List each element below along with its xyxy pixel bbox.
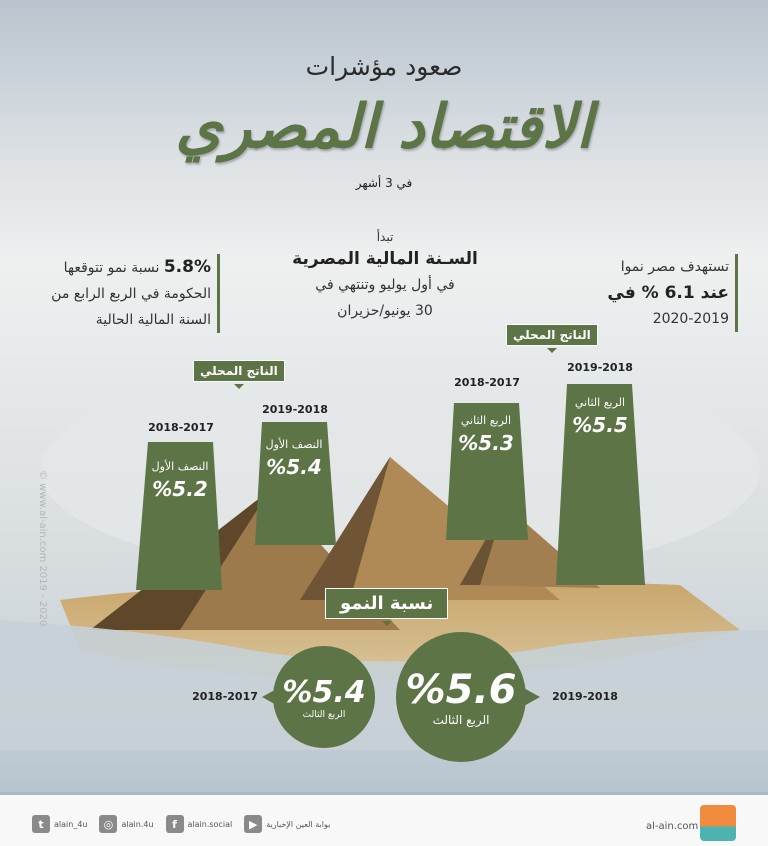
forecast-value: 5.8% — [163, 257, 211, 277]
twitter-link[interactable]: t alain_4u — [32, 815, 87, 833]
info-forecast: 5.8% نسبة نمو تتوقعها الحكومة في الربع ا… — [30, 254, 220, 333]
forecast-line2: الحكومة في الربع الرابع من — [51, 286, 211, 302]
bar-4 — [556, 384, 645, 585]
bar-4-text: الربع الثاني %5.5 — [572, 396, 628, 437]
bar-3 — [446, 403, 528, 540]
instagram-icon: ◎ — [99, 815, 118, 833]
bar-2 — [255, 422, 336, 545]
instagram-link[interactable]: ◎ alain.4u — [99, 815, 154, 833]
fiscal-line2: 30 يونيو/حزيران — [337, 303, 433, 319]
bar-3-text: الربع الثاني %5.3 — [458, 414, 514, 455]
fiscal-line1: في أول يوليو وتنتهي في — [315, 277, 455, 293]
footer: t alain_4u ◎ alain.4u f alain.social ▶ بوابة… — [0, 792, 768, 846]
growth-tag: نسبة النمو — [325, 588, 449, 626]
growth-small-year: 2018-2017 — [192, 690, 258, 703]
info-target: تستهدف مصر نموا عند 6.1 % في 2020-2019 — [592, 254, 738, 332]
growth-large-circle: %5.6 الربع الثالث — [396, 632, 526, 762]
pointer-right — [522, 687, 540, 707]
twitter-icon: t — [32, 815, 50, 833]
site-url[interactable]: al-ain.com — [646, 821, 699, 832]
al-ain-logo — [700, 805, 736, 841]
youtube-icon: ▶ — [244, 815, 263, 833]
growth-small-value: %5.4 — [282, 674, 366, 710]
bar-1-text: النصف الأول %5.2 — [151, 460, 209, 501]
period-label: في 3 أشهر — [355, 176, 413, 190]
watermark: © www.al-ain.com 2019 - 2020 — [37, 470, 48, 627]
gdp-tag-quarter: الناتج المحلي — [506, 324, 598, 353]
growth-small-period: الربع الثالث — [302, 709, 346, 720]
facebook-link[interactable]: f alain.social — [165, 815, 232, 833]
bar-1 — [136, 442, 222, 590]
subtitle: صعود مؤشرات — [305, 52, 463, 81]
fiscal-intro: تبدأ — [376, 230, 394, 244]
gdp-tag-half: الناتج المحلي — [193, 360, 285, 389]
forecast-line1: نسبة نمو تتوقعها — [63, 260, 160, 276]
growth-large-value: %5.6 — [405, 667, 517, 713]
bars-layer — [136, 384, 645, 590]
target-line2: عند 6.1 % في — [607, 283, 729, 303]
growth-large-period: الربع الثالث — [432, 713, 490, 727]
fiscal-heading: السـنة المالية المصرية — [292, 249, 478, 269]
bar-3-year: 2018-2017 — [454, 376, 520, 389]
bar-2-text: النصف الأول %5.4 — [265, 438, 323, 479]
bar-2-year: 2019-2018 — [262, 403, 328, 416]
forecast-line3: السنة المالية الحالية — [95, 312, 211, 328]
main-title: الاقتصاد المصري — [175, 92, 593, 162]
facebook-icon: f — [165, 815, 184, 833]
bar-1-year: 2018-2017 — [148, 421, 214, 434]
growth-large-year: 2019-2018 — [552, 690, 618, 703]
target-line3: 2020-2019 — [652, 311, 729, 327]
target-line1: تستهدف مصر نموا — [620, 259, 729, 275]
info-fiscal-year: تبدأ السـنة المالية المصرية في أول يوليو… — [240, 228, 530, 324]
bar-4-year: 2019-2018 — [567, 361, 633, 374]
youtube-link[interactable]: ▶ بوابة العين الإخبارية — [244, 815, 330, 833]
growth-small-circle: %5.4 الربع الثالث — [273, 646, 375, 748]
